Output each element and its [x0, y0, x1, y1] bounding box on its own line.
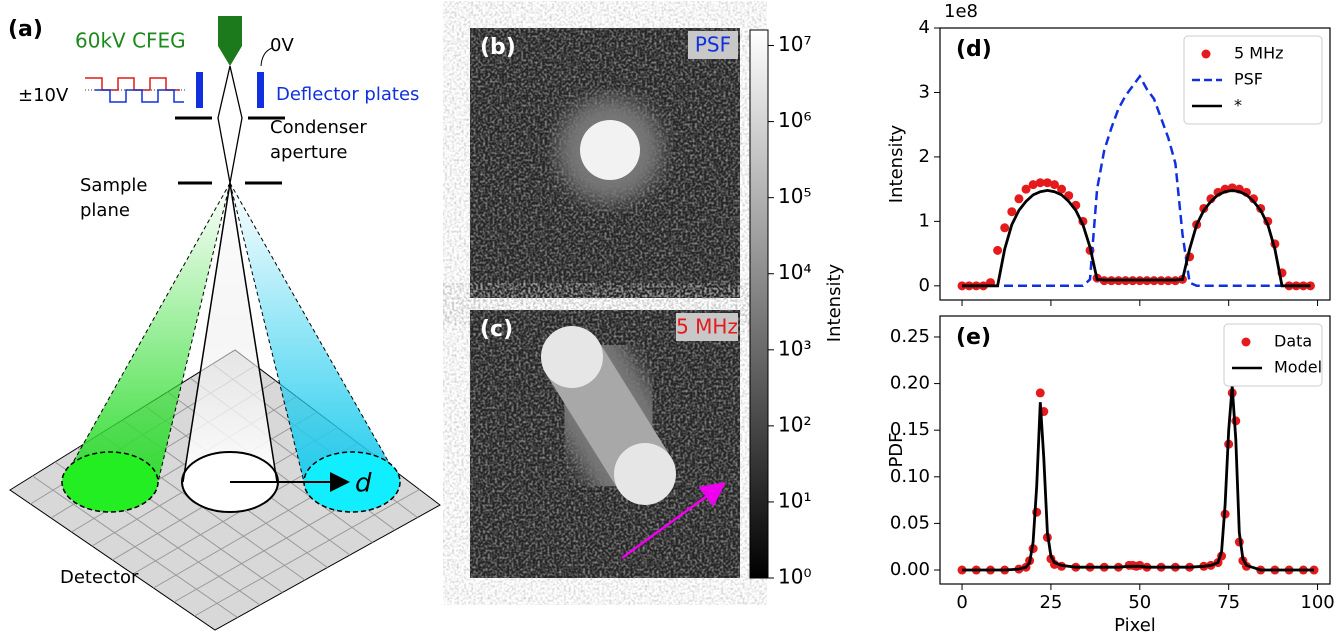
waveform	[85, 77, 180, 91]
emitter	[218, 16, 242, 66]
plot-frame	[939, 315, 1331, 585]
y-tick-label: 3	[919, 81, 930, 102]
x-axis-label: Pixel	[1114, 615, 1156, 636]
tag-box	[688, 31, 738, 59]
series-line	[962, 386, 1314, 572]
panel-label: (a)	[8, 17, 43, 42]
colorbar-label: Intensity	[824, 263, 845, 342]
beam-cone	[183, 183, 277, 482]
beam	[182, 182, 278, 483]
y-axis-label: Intensity	[886, 124, 907, 203]
plate	[257, 72, 264, 108]
colorbar-tick-label: 10⁴	[778, 260, 811, 284]
legend-label: Model	[1274, 358, 1322, 377]
legend-label: PSF	[1234, 70, 1263, 89]
beam	[217, 65, 243, 184]
legend-marker	[1201, 49, 1211, 59]
schematic: (a) 60kV CFEG ±10V 0V Deflector plates C…	[8, 16, 441, 631]
detector-label: Detector	[60, 567, 139, 588]
data-point	[1309, 565, 1319, 575]
deflector-label: Deflector plates	[276, 84, 419, 105]
condenser-label: aperture	[270, 142, 347, 163]
data-point	[1000, 223, 1010, 233]
panel-label: (b)	[480, 35, 516, 60]
image-5mhz: (c) 5 MHz	[470, 307, 740, 578]
colorbar-tick-label: 10⁷	[778, 32, 811, 56]
data-point	[993, 245, 1003, 255]
y-tick-label: 0.20	[890, 373, 930, 394]
aperture	[175, 116, 285, 185]
data-point	[1021, 184, 1031, 194]
x-tick-label: 100	[1300, 592, 1334, 613]
x-tick-label: 25	[1039, 592, 1062, 613]
grid-line	[194, 489, 420, 617]
condenser-label: Condenser	[270, 117, 367, 138]
colorbar-tick-label: 10⁶	[778, 108, 811, 132]
data-point	[1057, 184, 1067, 194]
tag: 5 MHz	[676, 315, 738, 339]
data-point	[1049, 180, 1059, 190]
data-point	[1014, 194, 1024, 204]
y-tick-label: 4	[919, 17, 930, 38]
data-point	[1007, 207, 1017, 217]
legend-label: Data	[1274, 332, 1312, 351]
colorbar-tick-label: 10⁰	[778, 565, 811, 589]
spot	[61, 451, 159, 513]
data-point	[1035, 388, 1045, 398]
panel-label: (e)	[956, 325, 991, 350]
spot	[541, 326, 603, 388]
data-point	[1035, 178, 1045, 188]
legend-label: *	[1234, 96, 1242, 115]
voltage-label: ±10V	[18, 85, 69, 106]
data-point	[1028, 180, 1038, 190]
series-line	[962, 188, 1311, 288]
legend-marker	[1241, 337, 1251, 347]
source-label: 60kV CFEG	[75, 29, 186, 53]
waveform	[95, 89, 184, 103]
colorbar-tick-label: 10³	[778, 336, 811, 360]
legend-box	[1183, 35, 1323, 125]
data-point	[1042, 178, 1052, 188]
series-line	[962, 73, 1311, 288]
sample-label: Sample	[80, 175, 148, 196]
distance-label: d	[355, 469, 372, 499]
leader	[260, 47, 273, 67]
offset-label: 1e8	[944, 1, 978, 22]
cone-edge	[61, 182, 401, 483]
spot	[580, 120, 640, 180]
colorbar	[749, 29, 769, 579]
image-psf: (b) PSF	[470, 28, 740, 298]
y-tick-label: 0.25	[890, 326, 930, 347]
y-tick-label: 0.15	[890, 419, 930, 440]
x-tick-label: 0	[956, 592, 967, 613]
colorbar-tick-label: 10²	[778, 412, 811, 436]
tag: PSF	[695, 33, 731, 57]
data-point	[1305, 281, 1315, 291]
y-axis-label: PDF	[886, 432, 907, 467]
ground-label: 0V	[270, 35, 294, 56]
x-tick-label: 50	[1128, 592, 1151, 613]
colorbar-tick-label: 10¹	[778, 488, 811, 512]
tag-box	[676, 313, 738, 341]
sample-label: plane	[80, 200, 130, 221]
panel-label: (c)	[480, 317, 513, 342]
y-tick-label: 1	[919, 210, 930, 231]
y-tick-label: 0.05	[890, 512, 930, 533]
y-tick-label: 0	[919, 275, 930, 296]
scan-arrow	[621, 482, 727, 560]
x-tick-label: 75	[1217, 592, 1240, 613]
panel-label: (d)	[956, 37, 992, 62]
colorbar-tick-label: 10⁵	[778, 184, 811, 208]
plate	[196, 72, 203, 108]
y-tick-label: 0.10	[890, 466, 930, 487]
plot-frame	[939, 27, 1331, 301]
spot	[614, 443, 676, 505]
legend-label: 5 MHz	[1234, 44, 1284, 63]
y-tick-label: 0.00	[890, 559, 930, 580]
y-tick-label: 2	[919, 146, 930, 167]
